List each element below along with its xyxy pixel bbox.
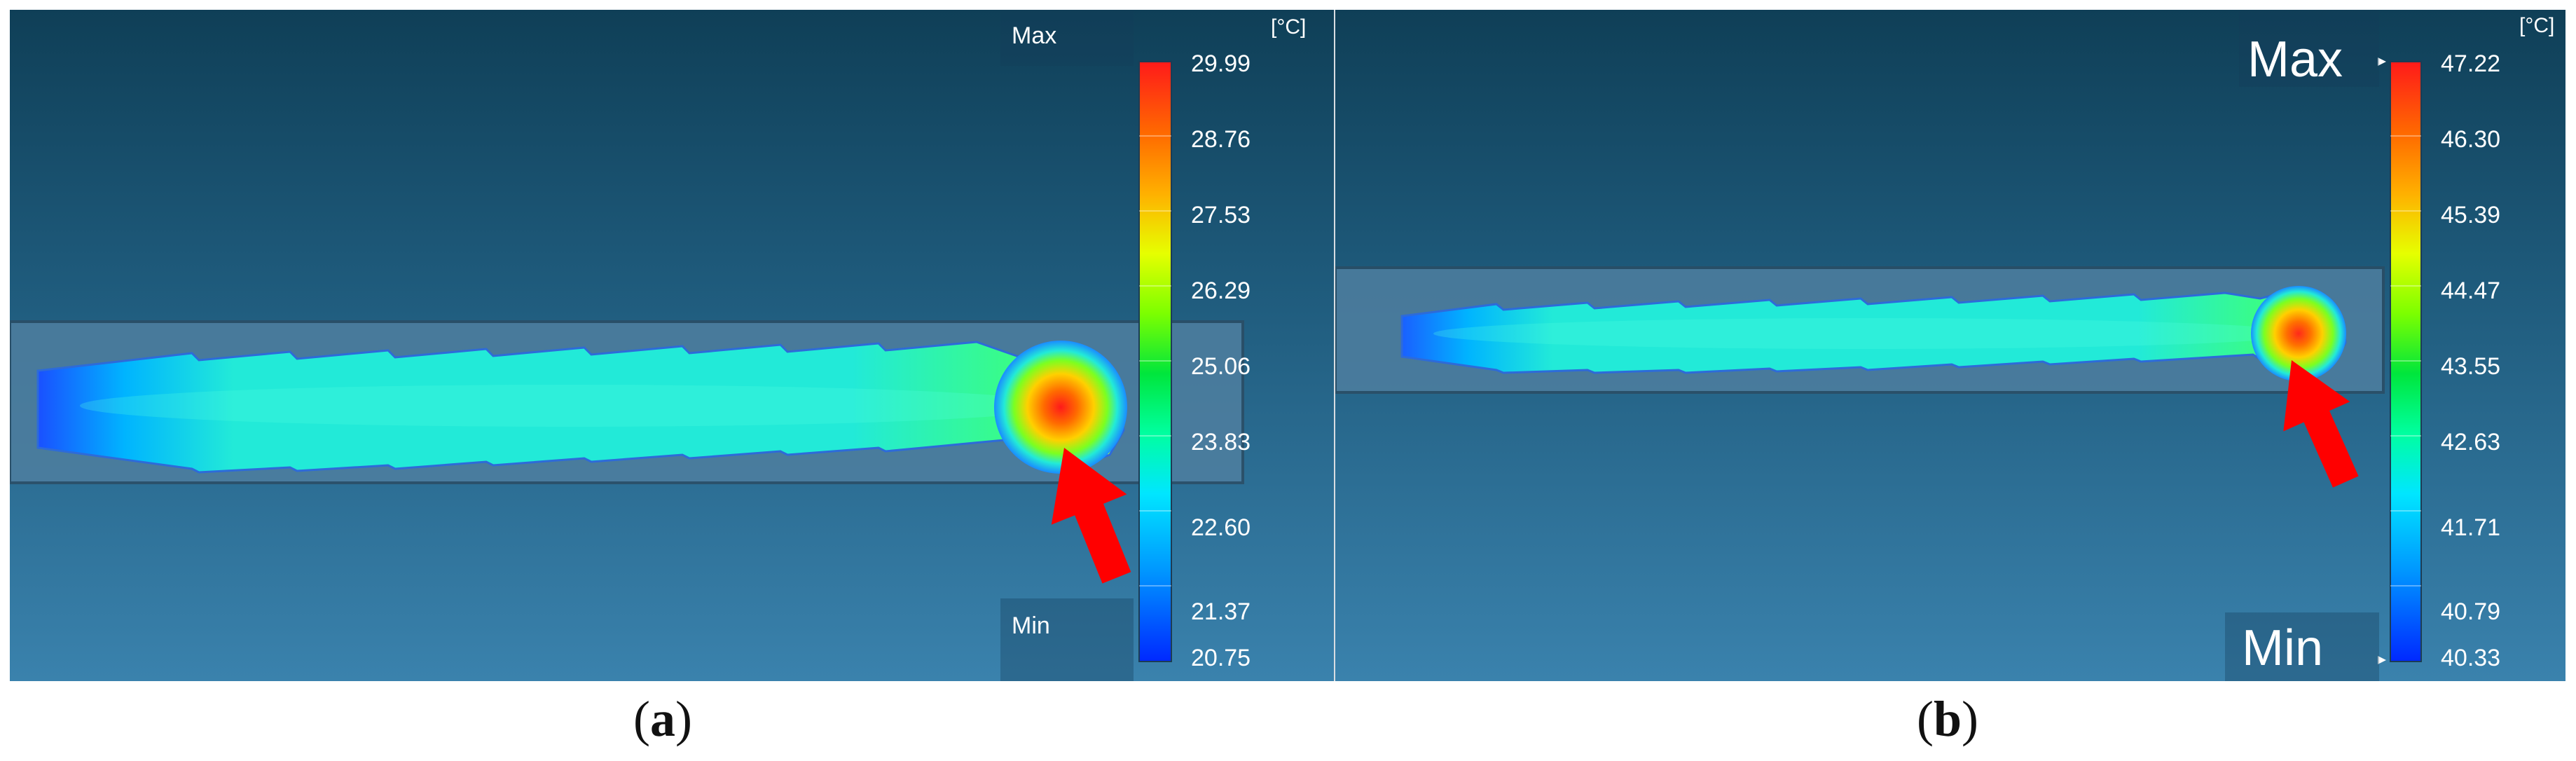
scale-tick: 47.22 — [2441, 50, 2501, 77]
min-label: Min — [1012, 612, 1050, 639]
caption-a: (a) — [633, 691, 692, 747]
max-label: Max — [2247, 32, 2343, 88]
panel-a-thermal-view — [10, 61, 1244, 662]
color-scale-bar — [2390, 61, 2422, 662]
hotspot — [994, 341, 1127, 474]
scale-tick: 23.83 — [1191, 429, 1251, 455]
panel-divider — [1334, 10, 1335, 681]
scale-tick: 40.33 — [2441, 645, 2501, 671]
unit-label: [°C] — [2519, 14, 2555, 37]
scale-tick: 43.55 — [2441, 353, 2501, 380]
scale-tick: 21.37 — [1191, 598, 1251, 625]
color-scale-bar — [1138, 61, 1172, 662]
panel-a: Max Min [°C] 29.99 28.76 27.53 26.29 25.… — [10, 10, 1334, 681]
scale-tick: 45.39 — [2441, 202, 2501, 228]
scale-tick: 26.29 — [1191, 277, 1251, 304]
scale-tick: 25.06 — [1191, 353, 1251, 380]
hotspot — [2251, 286, 2346, 381]
scale-tick: 40.79 — [2441, 598, 2501, 625]
scale-tick: 27.53 — [1191, 202, 1251, 228]
panel-b-thermal-view — [1335, 57, 2422, 664]
scale-tick: 44.47 — [2441, 277, 2501, 304]
scale-tick: 20.75 — [1191, 645, 1251, 671]
scale-tick: 28.76 — [1191, 126, 1251, 153]
min-label: Min — [2242, 620, 2324, 676]
arrow-icon — [1051, 448, 1131, 584]
panel-b: Max Min [°C] 47.22 46.30 45.39 44.47 43.… — [1335, 10, 2565, 681]
scale-tick: 41.71 — [2441, 514, 2501, 541]
scale-tick: 29.99 — [1191, 50, 1251, 77]
scale-tick: 46.30 — [2441, 126, 2501, 153]
scale-tick: 22.60 — [1191, 514, 1251, 541]
caption-b: (b) — [1917, 691, 1979, 747]
scale-tick: 42.63 — [2441, 429, 2501, 455]
unit-label: [°C] — [1271, 15, 1307, 39]
max-label: Max — [1012, 22, 1057, 49]
arrow-icon — [2283, 360, 2359, 488]
